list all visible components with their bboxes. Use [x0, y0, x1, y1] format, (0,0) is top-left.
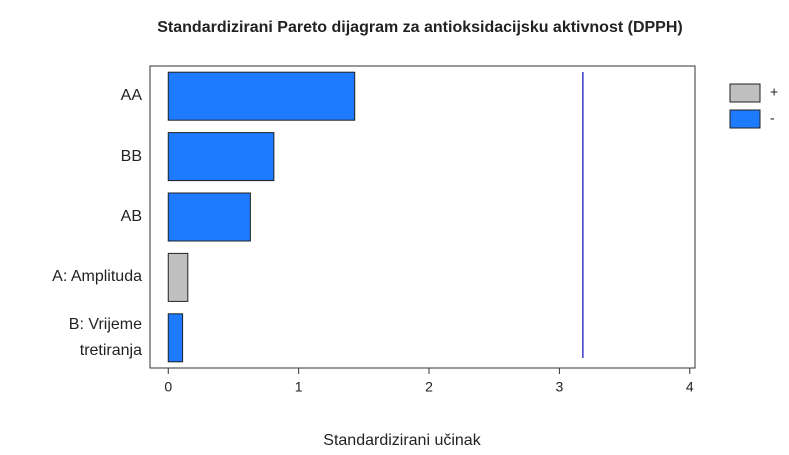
- bar: [167, 132, 275, 182]
- legend-label: -: [770, 110, 775, 126]
- bar: [167, 252, 189, 302]
- x-tick-label: 2: [425, 379, 433, 395]
- legend-label: +: [770, 84, 778, 100]
- x-tick-label: 3: [556, 379, 564, 395]
- plot-frame: [149, 65, 696, 369]
- chart-title: Standardizirani Pareto dijagram za antio…: [157, 19, 682, 36]
- legend-swatch: [729, 83, 761, 103]
- bar: [167, 313, 184, 363]
- y-tick-label: BB: [120, 147, 142, 165]
- y-tick-label: AA: [120, 87, 142, 105]
- y-tick-label: A: Amplituda: [52, 268, 142, 286]
- x-tick-label: 4: [686, 379, 694, 395]
- x-tick-label: 0: [164, 379, 172, 395]
- bar: [167, 71, 356, 121]
- y-tick-label: AB: [120, 208, 142, 225]
- bar: [167, 192, 251, 242]
- x-axis-label: Standardizirani učinak: [323, 432, 481, 449]
- y-tick-label: B: Vrijeme tretiranja: [68, 315, 142, 359]
- legend-swatch: [729, 109, 761, 129]
- x-tick-label: 1: [295, 379, 303, 395]
